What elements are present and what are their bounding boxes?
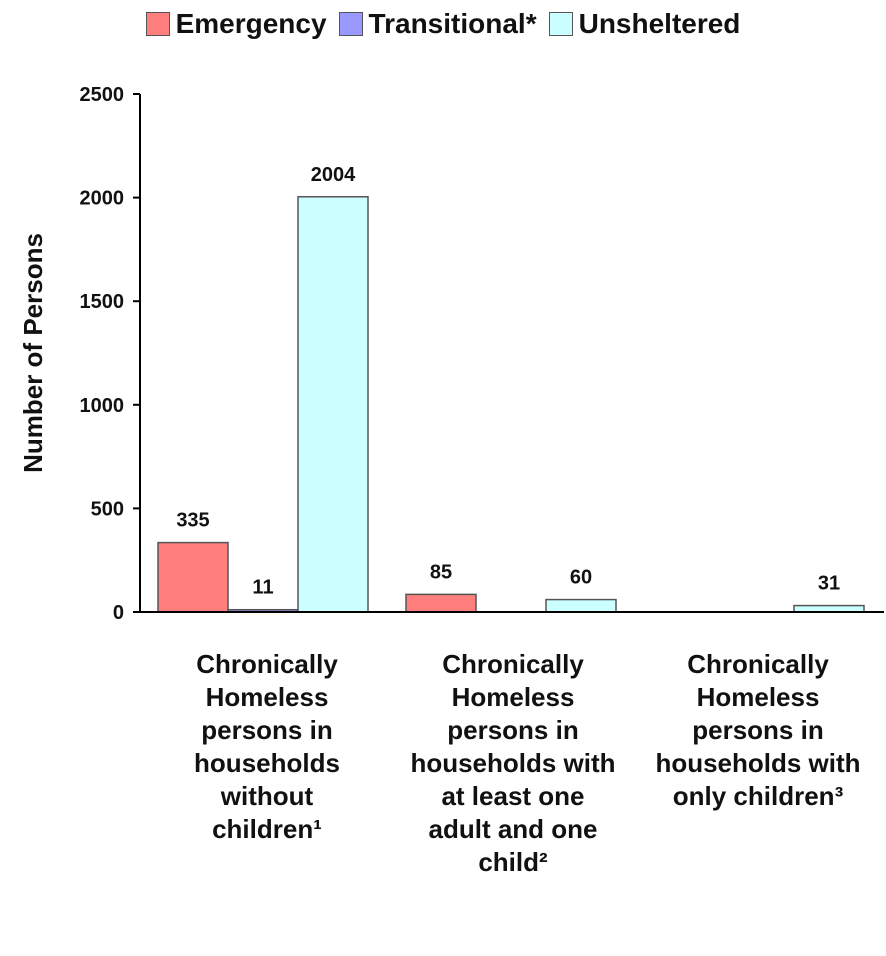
- legend-label-transitional: Transitional*: [368, 8, 537, 39]
- y-axis-title: Number of Persons: [18, 233, 48, 473]
- bar-emergency-1: [405, 593, 477, 613]
- y-tick-label-1: 500: [91, 498, 124, 520]
- legend-label-emergency: Emergency: [175, 8, 327, 39]
- y-tick-label-5: 2500: [80, 84, 125, 106]
- legend-item-emergency: Emergency: [145, 8, 327, 40]
- category-label-2: Chronically Homeless persons in househol…: [655, 649, 861, 811]
- bar-emergency-0: [157, 541, 229, 613]
- data-label-emergency-0: 335: [176, 510, 209, 532]
- legend-swatch-transitional: [338, 12, 363, 36]
- bar-unsheltered-1: [545, 598, 617, 613]
- legend-item-transitional: Transitional*: [338, 8, 537, 40]
- data-label-transitional-0: 11: [252, 577, 273, 599]
- data-label-unsheltered-0: 2004: [311, 164, 356, 186]
- legend-label-unsheltered: Unsheltered: [578, 8, 741, 39]
- plot-area: 0 500 1000 1500 2000 2500 335 85 11 2004 60 31: [80, 84, 884, 624]
- legend: Emergency Transitional* Unsheltered: [0, 4, 886, 44]
- y-tick-label-3: 1500: [80, 291, 125, 313]
- category-label-1: Chronically Homeless persons in househol…: [410, 649, 616, 877]
- bar-unsheltered-0: [297, 196, 369, 613]
- y-tick-label-0: 0: [113, 602, 124, 624]
- y-tick-label-4: 2000: [80, 188, 125, 210]
- legend-item-unsheltered: Unsheltered: [548, 8, 741, 40]
- data-label-unsheltered-1: 60: [570, 567, 592, 589]
- legend-swatch-unsheltered: [548, 12, 573, 36]
- data-label-unsheltered-2: 31: [818, 573, 840, 595]
- legend-swatch-emergency: [145, 12, 170, 36]
- data-label-emergency-1: 85: [430, 561, 452, 583]
- y-tick-label-2: 1000: [80, 395, 125, 417]
- category-label-0: Chronically Homeless persons in househol…: [194, 649, 340, 844]
